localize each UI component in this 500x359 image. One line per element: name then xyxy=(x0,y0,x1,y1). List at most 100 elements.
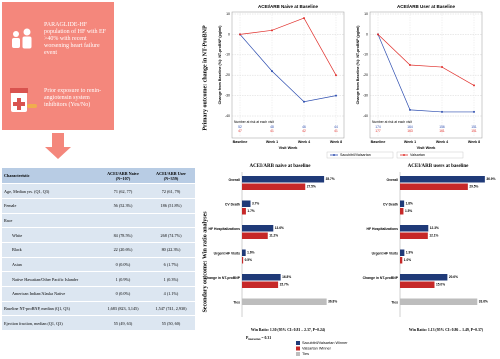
cell: 268 (74.7%) xyxy=(147,227,195,243)
win-ratio: Win Ratio: 1.30 (95% CI: 0.81 – 2.37, P=… xyxy=(251,328,326,332)
y-tick-label: 0 xyxy=(366,32,368,36)
category-label: Change in NT-proBNP xyxy=(363,276,399,280)
category-label: Urgent HF Visits xyxy=(372,251,398,255)
legend-label: Sacubitril/Valsartan xyxy=(340,153,371,157)
point xyxy=(441,66,443,69)
value-label: 15.7% xyxy=(280,283,289,287)
cell: 80 (22.3%) xyxy=(147,242,195,258)
value-label: 1.9% xyxy=(406,251,413,255)
y-tick-label: -40 xyxy=(225,114,230,118)
chart-title: ACEI/ARB User at Baseline xyxy=(397,4,456,9)
value-label: 36.9% xyxy=(486,177,495,181)
bar xyxy=(400,183,468,190)
bar xyxy=(242,298,327,305)
at-risk: 151 xyxy=(471,125,477,129)
chart-title: ACEI/ARB naive at baseline xyxy=(250,164,312,169)
value-label: 1.8% xyxy=(406,202,413,206)
value-label: 1.5% xyxy=(405,209,412,213)
at-risk: 42 xyxy=(302,129,306,133)
at-risk: 163 xyxy=(407,129,413,133)
chart-title: ACEI/ARB users at baseline xyxy=(408,164,469,169)
cell: Female xyxy=(2,198,99,214)
point xyxy=(473,84,475,87)
category-label: Overall xyxy=(229,178,241,182)
bar xyxy=(242,200,251,207)
bar xyxy=(400,225,429,232)
cell: Ejection fraction, median (Q1, Q3) xyxy=(2,315,99,332)
x-tick-label: Week 8 xyxy=(330,140,342,144)
y-tick-label: -30 xyxy=(363,94,368,98)
y-tick-label: -20 xyxy=(225,73,230,77)
bar xyxy=(242,225,274,232)
bar xyxy=(400,274,448,281)
cell: Asian xyxy=(2,257,99,273)
at-risk: 52 xyxy=(238,125,242,129)
bar xyxy=(400,257,403,264)
x-tick-label: Week 4 xyxy=(436,140,448,144)
value-label: 36.8% xyxy=(328,300,337,304)
header-cell: ACEI/ARB Naive (N=107) xyxy=(99,168,147,185)
row: Age, Median yrs. (Q1, Q3) 71 (62, 77) 72 (… xyxy=(2,183,195,199)
row: Ejection fraction, median (Q1, Q3) 55 (49… xyxy=(2,315,195,332)
value-label: 16.8% xyxy=(282,275,291,279)
value-label: 13.6% xyxy=(275,226,284,230)
rest: = 0.31 xyxy=(260,336,271,340)
row: Baseline NT-proBNP, median (Q1, Q3) 1,683… xyxy=(2,301,195,317)
legend-marker xyxy=(333,154,335,156)
at-risk: 47 xyxy=(238,129,242,133)
point xyxy=(377,33,379,36)
value-label: 12.3% xyxy=(430,226,439,230)
category-label: Urgent HF Visits xyxy=(214,251,240,255)
baseline-table: Characteristic ACEI/ARB Naive (N=107) ACEI… xyxy=(2,168,195,332)
value-label: 27.5% xyxy=(307,185,316,189)
legend-swatch xyxy=(296,352,300,356)
cell: American Indian/Alaska Native xyxy=(2,286,99,302)
pill-icon xyxy=(10,88,37,112)
cell: 84 (78.5%) xyxy=(99,227,147,243)
at-risk: 174 xyxy=(375,125,381,129)
point xyxy=(271,70,273,73)
point xyxy=(239,33,241,36)
header-cell: ACEI/ARB User (N=359) xyxy=(147,168,195,185)
value-label: 35.7% xyxy=(326,177,335,181)
legend-swatch xyxy=(296,346,300,351)
at-risk: 164 xyxy=(407,125,413,129)
point xyxy=(335,74,337,77)
series-line xyxy=(239,34,337,103)
x-axis-label: Visit Week xyxy=(417,146,437,150)
legend-label: Valsartan xyxy=(410,153,425,157)
category-label: CV Death xyxy=(383,202,398,206)
cell xyxy=(147,213,195,229)
value-label: 20.6% xyxy=(449,275,458,279)
value-label: 12.1% xyxy=(429,234,438,238)
value-label: 33.6% xyxy=(479,300,488,304)
people-icon xyxy=(12,28,32,49)
cell: 72 (61, 79) xyxy=(147,183,195,199)
bar xyxy=(400,298,478,305)
risk-label: Number at risk at each visit xyxy=(372,120,412,124)
point xyxy=(441,110,443,113)
cell: 55 (49, 63) xyxy=(99,315,147,332)
category-label: HF Hospitalizations xyxy=(209,227,241,231)
legend-frame xyxy=(326,151,394,159)
p: P xyxy=(246,336,249,340)
at-risk: 151 xyxy=(471,129,477,133)
legend-swatch xyxy=(296,341,300,345)
legend-frame xyxy=(396,151,464,159)
cell: 6 (1.7%) xyxy=(147,257,195,273)
bar xyxy=(242,183,306,190)
point xyxy=(271,29,273,32)
x-tick-label: Week 1 xyxy=(404,140,416,144)
cell: Black xyxy=(2,242,99,258)
y-tick-label: 10 xyxy=(364,12,368,16)
cell: 22 (20.6%) xyxy=(99,242,147,258)
bar xyxy=(400,232,428,239)
y-tick-label: -10 xyxy=(363,53,368,57)
y-tick-label: -20 xyxy=(363,73,368,77)
value-label: 3.7% xyxy=(252,202,259,206)
row: White 84 (78.5%) 268 (74.7%) xyxy=(2,227,195,243)
category-label: Overall xyxy=(387,178,399,182)
sub: interaction xyxy=(248,338,261,341)
at-risk: 46 xyxy=(302,125,306,129)
